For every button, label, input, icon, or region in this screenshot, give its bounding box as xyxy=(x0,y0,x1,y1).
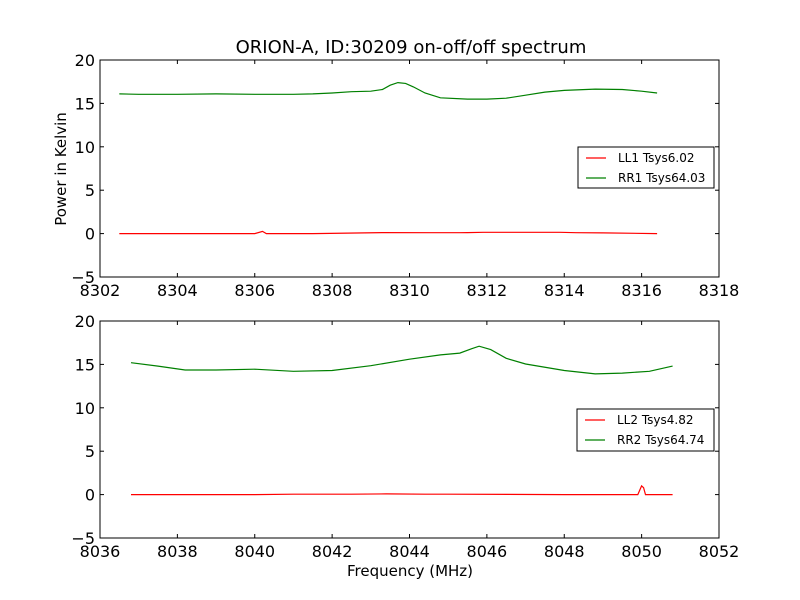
x-tick-label: 8040 xyxy=(234,542,275,561)
legend-box xyxy=(577,146,715,189)
x-axis-label: Frequency (MHz) xyxy=(347,562,473,580)
x-tick-label: 8042 xyxy=(312,542,353,561)
y-tick-label: −5 xyxy=(71,529,95,548)
x-tick-label: 8038 xyxy=(157,542,198,561)
legend: LL1 Tsys6.02 RR1 Tsys64.03 xyxy=(577,146,715,189)
x-tick-label: 8318 xyxy=(699,281,740,300)
y-tick-label: −5 xyxy=(71,268,95,287)
legend-label: RR2 Tsys64.74 xyxy=(617,433,704,447)
series-line-1 xyxy=(119,230,658,235)
bottom-spectrum-panel: 8036 8038 8040 8042 8044 8046 8048 8050 8052 −5 0 5… xyxy=(71,312,739,561)
y-tick-label: 10 xyxy=(75,138,95,157)
y-tick-label: 20 xyxy=(75,312,95,331)
y-tick-label: 5 xyxy=(85,181,95,200)
legend-label: LL1 Tsys6.02 xyxy=(618,151,695,165)
y-tick-label: 5 xyxy=(85,442,95,461)
x-tick-label: 8044 xyxy=(389,542,430,561)
x-tick-label: 8304 xyxy=(157,281,198,300)
x-tick-label: 8314 xyxy=(544,281,585,300)
x-tick-label: 8312 xyxy=(467,281,508,300)
y-tick-label: 15 xyxy=(75,94,95,113)
x-tick-label: 8052 xyxy=(699,542,740,561)
x-tick-label: 8036 xyxy=(80,542,121,561)
series-line-1 xyxy=(131,484,673,496)
y-axis-label: Power in Kelvin xyxy=(52,112,70,226)
x-tick-label: 8048 xyxy=(544,542,585,561)
y-tick-label: 10 xyxy=(75,399,95,418)
series-line-2 xyxy=(130,345,673,375)
chart-title: ORION-A, ID:30209 on-off/off spectrum xyxy=(236,37,587,58)
x-tick-label: 8046 xyxy=(467,542,508,561)
y-tick-label: 20 xyxy=(75,51,95,70)
y-tick-label: 0 xyxy=(85,225,95,244)
x-tick-label: 8306 xyxy=(234,281,275,300)
x-tick-label: 8316 xyxy=(621,281,662,300)
y-tick-label: 15 xyxy=(75,355,95,374)
legend-label: LL2 Tsys4.82 xyxy=(617,413,694,427)
y-tick-label: 0 xyxy=(85,486,95,505)
series-line-2 xyxy=(119,81,658,100)
x-tick-label: 8302 xyxy=(80,281,121,300)
x-tick-label: 8050 xyxy=(621,542,662,561)
x-tick-label: 8308 xyxy=(312,281,353,300)
legend-box xyxy=(576,408,715,452)
top-spectrum-panel: 8302 8304 8306 8308 8310 8312 8314 8316 8318 −5 0 5… xyxy=(71,51,739,300)
legend: LL2 Tsys4.82 RR2 Tsys64.74 xyxy=(576,408,715,452)
legend-label: RR1 Tsys64.03 xyxy=(618,171,705,185)
x-tick-label: 8310 xyxy=(389,281,430,300)
